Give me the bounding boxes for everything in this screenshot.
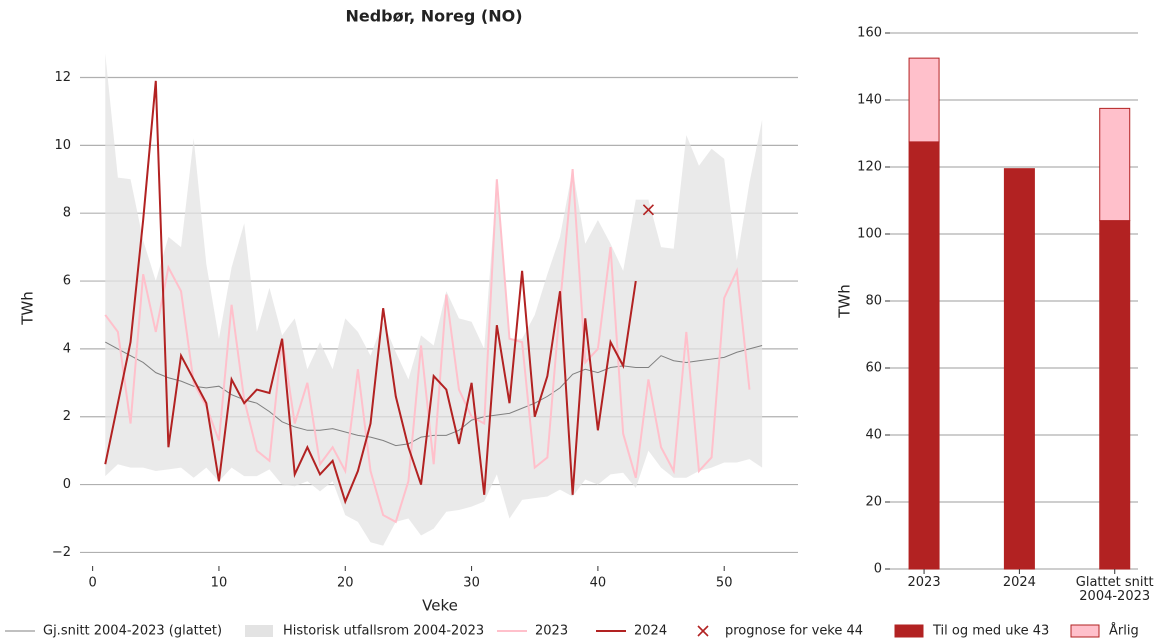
x-tick-label: 20 xyxy=(337,576,354,591)
y-tick-label: 40 xyxy=(865,428,882,443)
x-tick-label: 50 xyxy=(716,576,733,591)
series-line xyxy=(104,80,637,505)
x-tick-label: 0 xyxy=(88,576,96,591)
legend-label: 2024 xyxy=(634,624,667,639)
x-axis-label: Veke xyxy=(422,597,458,615)
range-band xyxy=(105,53,763,546)
y-tick-label: 160 xyxy=(857,26,882,41)
y-tick-label: 60 xyxy=(865,361,882,376)
y-tick-label: 2 xyxy=(63,409,71,424)
y-tick-label: 10 xyxy=(54,138,71,153)
x-tick-label: 2024 xyxy=(1002,575,1036,590)
y-tick-label: 0 xyxy=(874,562,882,577)
y-tick-label: 6 xyxy=(63,274,71,289)
chart-title: Nedbør, Noreg (NO) xyxy=(345,7,522,26)
bar xyxy=(1099,107,1131,222)
y-axis-label: TWh xyxy=(836,284,854,319)
legend-label: prognose for veke 44 xyxy=(725,624,863,639)
legend-label: Til og med uke 43 xyxy=(932,624,1049,639)
legend-key xyxy=(245,625,273,637)
series-line xyxy=(105,341,763,447)
y-tick-label: 140 xyxy=(857,93,882,108)
bar xyxy=(908,141,940,570)
y-axis-label: TWh xyxy=(19,291,37,326)
y-tick-label: 0 xyxy=(63,477,71,492)
y-tick-label: 80 xyxy=(865,294,882,309)
y-tick-label: 8 xyxy=(63,206,71,221)
legend-label: Gj.snitt 2004-2023 (glattet) xyxy=(43,624,222,639)
bar xyxy=(908,57,940,143)
x-tick-label: Glattet snitt 2004-2023 xyxy=(1075,575,1154,604)
series-line xyxy=(104,168,751,524)
bar xyxy=(1099,220,1131,570)
forecast-marker xyxy=(642,204,654,216)
y-tick-label: 120 xyxy=(857,160,882,175)
y-tick-label: 4 xyxy=(63,341,71,356)
bar xyxy=(1003,168,1035,570)
y-tick-label: 12 xyxy=(54,70,71,85)
legend-key xyxy=(894,624,924,638)
x-tick-label: 30 xyxy=(463,576,480,591)
legend-label: Årlig xyxy=(1109,623,1139,639)
y-tick-label: 100 xyxy=(857,227,882,242)
y-tick-label: 20 xyxy=(865,495,882,510)
legend-label: 2023 xyxy=(535,624,568,639)
legend-key xyxy=(697,625,709,637)
x-tick-label: 40 xyxy=(590,576,607,591)
x-tick-label: 10 xyxy=(211,576,228,591)
x-tick-label: 2023 xyxy=(907,575,941,590)
legend-key xyxy=(1070,624,1100,638)
y-tick-label: −2 xyxy=(52,545,71,560)
legend-label: Historisk utfallsrom 2004-2023 xyxy=(283,624,484,639)
